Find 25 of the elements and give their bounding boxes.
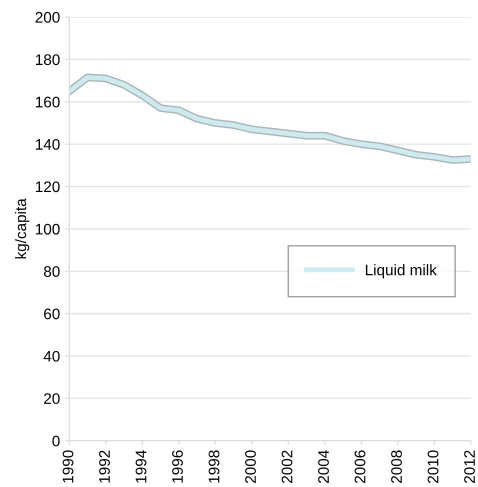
legend-label: Liquid milk xyxy=(366,264,437,278)
x-tick-label: 2010 xyxy=(428,450,438,483)
x-tick-label: 2008 xyxy=(391,450,402,483)
y-tick-label: 20 xyxy=(44,393,60,404)
x-tick-label: 2000 xyxy=(245,450,256,483)
y-tick-label: 160 xyxy=(36,96,60,108)
x-tick-label: 2004 xyxy=(318,450,329,483)
x-tick-label: 2002 xyxy=(282,450,292,483)
y-axis-title: kg/capita xyxy=(14,198,30,258)
y-tick-label: 200 xyxy=(36,12,60,23)
x-tick-label: 2012 xyxy=(464,450,475,483)
x-tick-label: 1994 xyxy=(136,450,146,483)
y-tick-label: 60 xyxy=(44,308,60,320)
y-tick-label: 80 xyxy=(44,266,60,277)
y-tick-label: 0 xyxy=(52,436,60,446)
x-tick-label: 1992 xyxy=(99,450,110,483)
x-tick-label: 1996 xyxy=(172,450,183,483)
x-tick-label: 2006 xyxy=(354,450,366,483)
x-tick-label: 1998 xyxy=(208,450,220,483)
y-tick-label: 180 xyxy=(36,54,60,66)
y-tick-label: 140 xyxy=(36,139,60,150)
y-tick-label: 40 xyxy=(44,350,60,362)
y-tick-label: 100 xyxy=(36,224,60,235)
x-tick-label: 1990 xyxy=(62,450,74,483)
y-tick-label: 120 xyxy=(36,181,60,192)
